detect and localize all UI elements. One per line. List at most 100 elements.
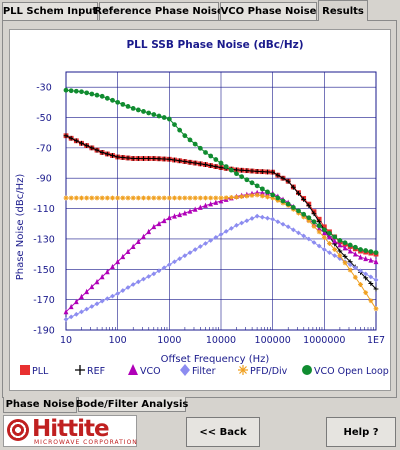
phase-noise-chart: PLL SSB Phase Noise (dBc/Hz) -30 -50 -70 -9… bbox=[9, 29, 391, 391]
series-vco-open-loop bbox=[63, 87, 379, 256]
series-point-vco bbox=[130, 243, 136, 249]
series-point-vco-open-loop bbox=[363, 248, 369, 253]
series-pfd-div bbox=[63, 192, 379, 312]
series-point-ref bbox=[285, 178, 291, 184]
series-point-filter bbox=[249, 216, 255, 221]
series-point-vco bbox=[161, 217, 167, 224]
tab-pll-schem-input[interactable]: PLL Schem Input bbox=[2, 2, 98, 20]
series-point-vco-open-loop bbox=[79, 89, 84, 95]
series-point-pfd-div bbox=[156, 195, 162, 201]
series-point-vco-open-loop bbox=[228, 167, 234, 173]
series-point-filter bbox=[285, 224, 291, 230]
y-tick-label: -70 bbox=[36, 143, 52, 154]
series-point-vco bbox=[259, 190, 265, 196]
series-point-pfd-div bbox=[166, 195, 172, 201]
series-point-ref bbox=[296, 191, 301, 196]
series-point-vco bbox=[332, 238, 338, 244]
series-point-vco-open-loop bbox=[125, 103, 131, 109]
series-point-ref bbox=[270, 169, 276, 175]
series-point-filter bbox=[363, 271, 369, 277]
legend-label: PFD/Div bbox=[250, 366, 288, 377]
tab-results[interactable]: Results bbox=[318, 0, 368, 21]
series-point-pfd-div bbox=[208, 195, 214, 201]
series-point-pfd-div bbox=[197, 195, 203, 201]
legend-label: REF bbox=[87, 366, 105, 377]
series-point-filter bbox=[99, 298, 105, 304]
x-axis-label: Offset Frequency (Hz) bbox=[161, 354, 270, 365]
series-point-vco-open-loop bbox=[208, 153, 214, 159]
y-tick-label: -90 bbox=[36, 174, 52, 185]
tab-vco-phase-noise[interactable]: VCO Phase Noise bbox=[220, 2, 317, 20]
series-point-vco bbox=[63, 308, 69, 315]
series-point-vco-open-loop bbox=[151, 112, 157, 117]
series-point-vco-open-loop bbox=[84, 90, 90, 96]
series-point-vco bbox=[213, 199, 219, 205]
series-point-ref bbox=[306, 203, 312, 209]
series-point-filter bbox=[135, 279, 141, 285]
y-tick-label: -150 bbox=[33, 265, 55, 276]
series-point-ref bbox=[342, 253, 348, 259]
legend-label: VCO Open Loop bbox=[314, 366, 389, 377]
y-tick-label: -50 bbox=[36, 113, 52, 124]
series-point-vco bbox=[347, 248, 353, 254]
series-point-ref bbox=[213, 164, 219, 170]
series-point-ref bbox=[301, 197, 307, 202]
series-point-vco-open-loop bbox=[316, 223, 322, 229]
series-point-filter bbox=[94, 301, 100, 307]
series-point-filter bbox=[223, 228, 229, 234]
series-point-vco bbox=[79, 293, 84, 300]
series-point-filter bbox=[79, 309, 84, 315]
series-point-filter bbox=[73, 311, 79, 317]
series-point-vco-open-loop bbox=[244, 177, 250, 183]
tab-reference-phase-noise[interactable]: Reference Phase Noise bbox=[94, 2, 224, 20]
series-point-ref bbox=[275, 172, 281, 178]
series-point-pfd-div bbox=[151, 195, 157, 201]
series-point-pfd-div bbox=[213, 195, 219, 201]
tab-phase-noise[interactable]: Phase Noise bbox=[3, 397, 77, 413]
series-point-filter bbox=[306, 236, 312, 242]
y-tick-label: -30 bbox=[36, 83, 52, 94]
series-point-vco-open-loop bbox=[130, 106, 136, 111]
series-point-ref bbox=[265, 169, 270, 175]
series-point-ref bbox=[125, 155, 131, 161]
series-point-filter bbox=[311, 240, 317, 245]
series-point-filter bbox=[141, 276, 146, 282]
series-point-ref bbox=[259, 169, 265, 175]
series-point-filter bbox=[373, 277, 379, 283]
series-point-ref bbox=[337, 248, 343, 254]
series-point-ref bbox=[89, 145, 95, 151]
series-point-vco-open-loop bbox=[192, 141, 198, 147]
help-button[interactable]: Help ? bbox=[326, 417, 396, 447]
bottom-tab-bar: Phase Noise Bode/Filter Analysis bbox=[0, 397, 400, 413]
back-button[interactable]: << Back bbox=[186, 417, 260, 447]
series-point-filter bbox=[182, 253, 188, 259]
series-point-ref bbox=[203, 162, 208, 167]
series-point-ref bbox=[115, 154, 121, 160]
series-point-vco-open-loop bbox=[296, 208, 301, 214]
series-point-ref bbox=[94, 147, 100, 153]
series-point-vco bbox=[115, 258, 121, 265]
series-point-filter bbox=[358, 268, 363, 274]
series-point-pfd-div bbox=[270, 195, 276, 201]
series-point-pfd-div bbox=[228, 195, 234, 200]
series-point-filter bbox=[120, 288, 126, 293]
logo-emblem-icon bbox=[7, 419, 29, 441]
series-point-vco bbox=[73, 298, 79, 305]
series-point-ref bbox=[290, 184, 296, 190]
series-point-ref bbox=[177, 158, 183, 164]
series-point-vco bbox=[84, 288, 90, 295]
series-point-pfd-div bbox=[363, 290, 369, 296]
series-point-vco bbox=[146, 228, 152, 235]
series-point-filter bbox=[187, 250, 193, 256]
tab-bode-filter-analysis[interactable]: Bode/Filter Analysis bbox=[76, 397, 188, 412]
series-point-ref bbox=[218, 165, 224, 171]
series-point-ref bbox=[316, 219, 322, 225]
x-tick-label: 100000 bbox=[255, 335, 291, 346]
series-point-vco bbox=[197, 204, 203, 210]
series-point-ref bbox=[104, 151, 110, 157]
series-point-ref bbox=[110, 153, 115, 158]
series-point-vco bbox=[182, 210, 188, 216]
series-point-ref bbox=[135, 156, 141, 161]
series-point-ref bbox=[197, 161, 203, 167]
y-tick-label: -110 bbox=[33, 204, 55, 215]
